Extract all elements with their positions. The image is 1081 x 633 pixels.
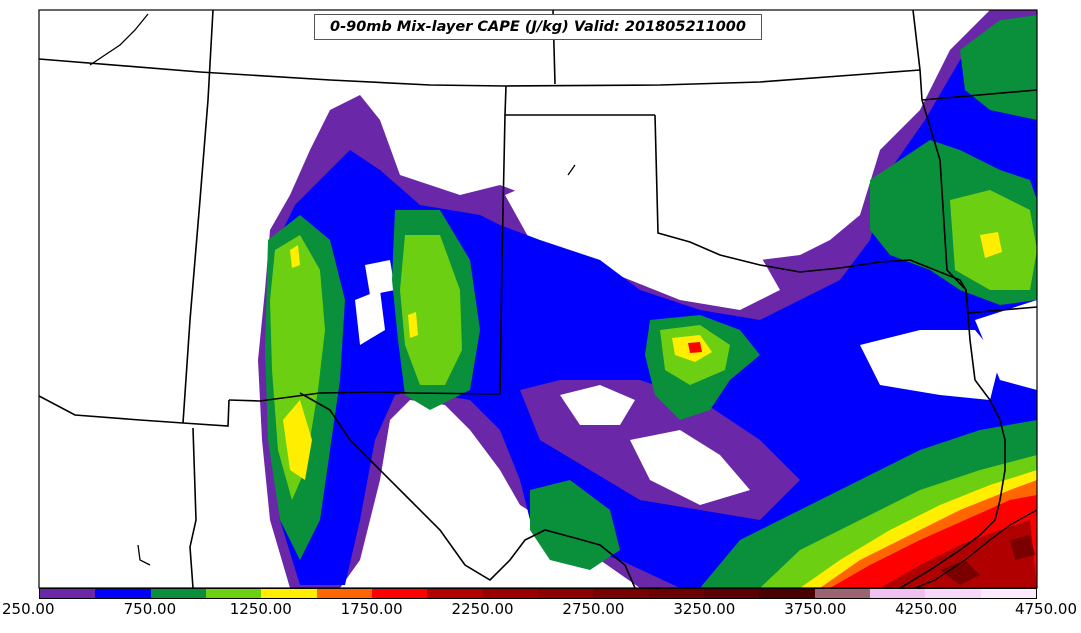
cape-fill-layer: [258, 10, 1037, 588]
map-title: 0-90mb Mix-layer CAPE (J/kg) Valid: 2018…: [314, 14, 762, 40]
colorbar-segment: [537, 589, 594, 598]
colorbar-segment: [869, 589, 926, 598]
colorbar-segment: [703, 589, 760, 598]
colorbar-segment: [205, 589, 262, 598]
colorbar-tick-label: 3250.00: [673, 600, 736, 618]
colorbar-segment: [95, 589, 151, 598]
colorbar-tick-label: 250.00: [2, 600, 55, 618]
colorbar-tick-label: 1250.00: [229, 600, 292, 618]
colorbar-tick-label: 2250.00: [451, 600, 514, 618]
colorbar-segment: [980, 589, 1036, 598]
colorbar-tick-label: 1750.00: [340, 600, 403, 618]
colorbar-segment: [925, 589, 981, 598]
colorbar-segment: [814, 589, 870, 598]
colorbar-segment: [261, 589, 317, 598]
colorbar-segment: [593, 589, 649, 598]
colorbar-tick-label: 750.00: [123, 600, 177, 618]
colorbar-tick-label: 4750.00: [1014, 600, 1077, 618]
colorbar-tick-label: 2750.00: [562, 600, 625, 618]
colorbar-segment: [648, 589, 704, 598]
colorbar-segment: [371, 589, 428, 598]
colorbar-tick-label: 3750.00: [784, 600, 847, 618]
colorbar-segment: [427, 589, 483, 598]
colorbar-segment: [482, 589, 538, 598]
colorbar-tick-label: 4250.00: [895, 600, 958, 618]
colorbar-segment: [40, 589, 96, 598]
colorbar: [39, 588, 1037, 599]
colorbar-segment: [316, 589, 372, 598]
coastlines: [89, 13, 1037, 588]
colorbar-segment: [759, 589, 815, 598]
state-borders: [39, 10, 1037, 588]
colorbar-segment: [150, 589, 206, 598]
